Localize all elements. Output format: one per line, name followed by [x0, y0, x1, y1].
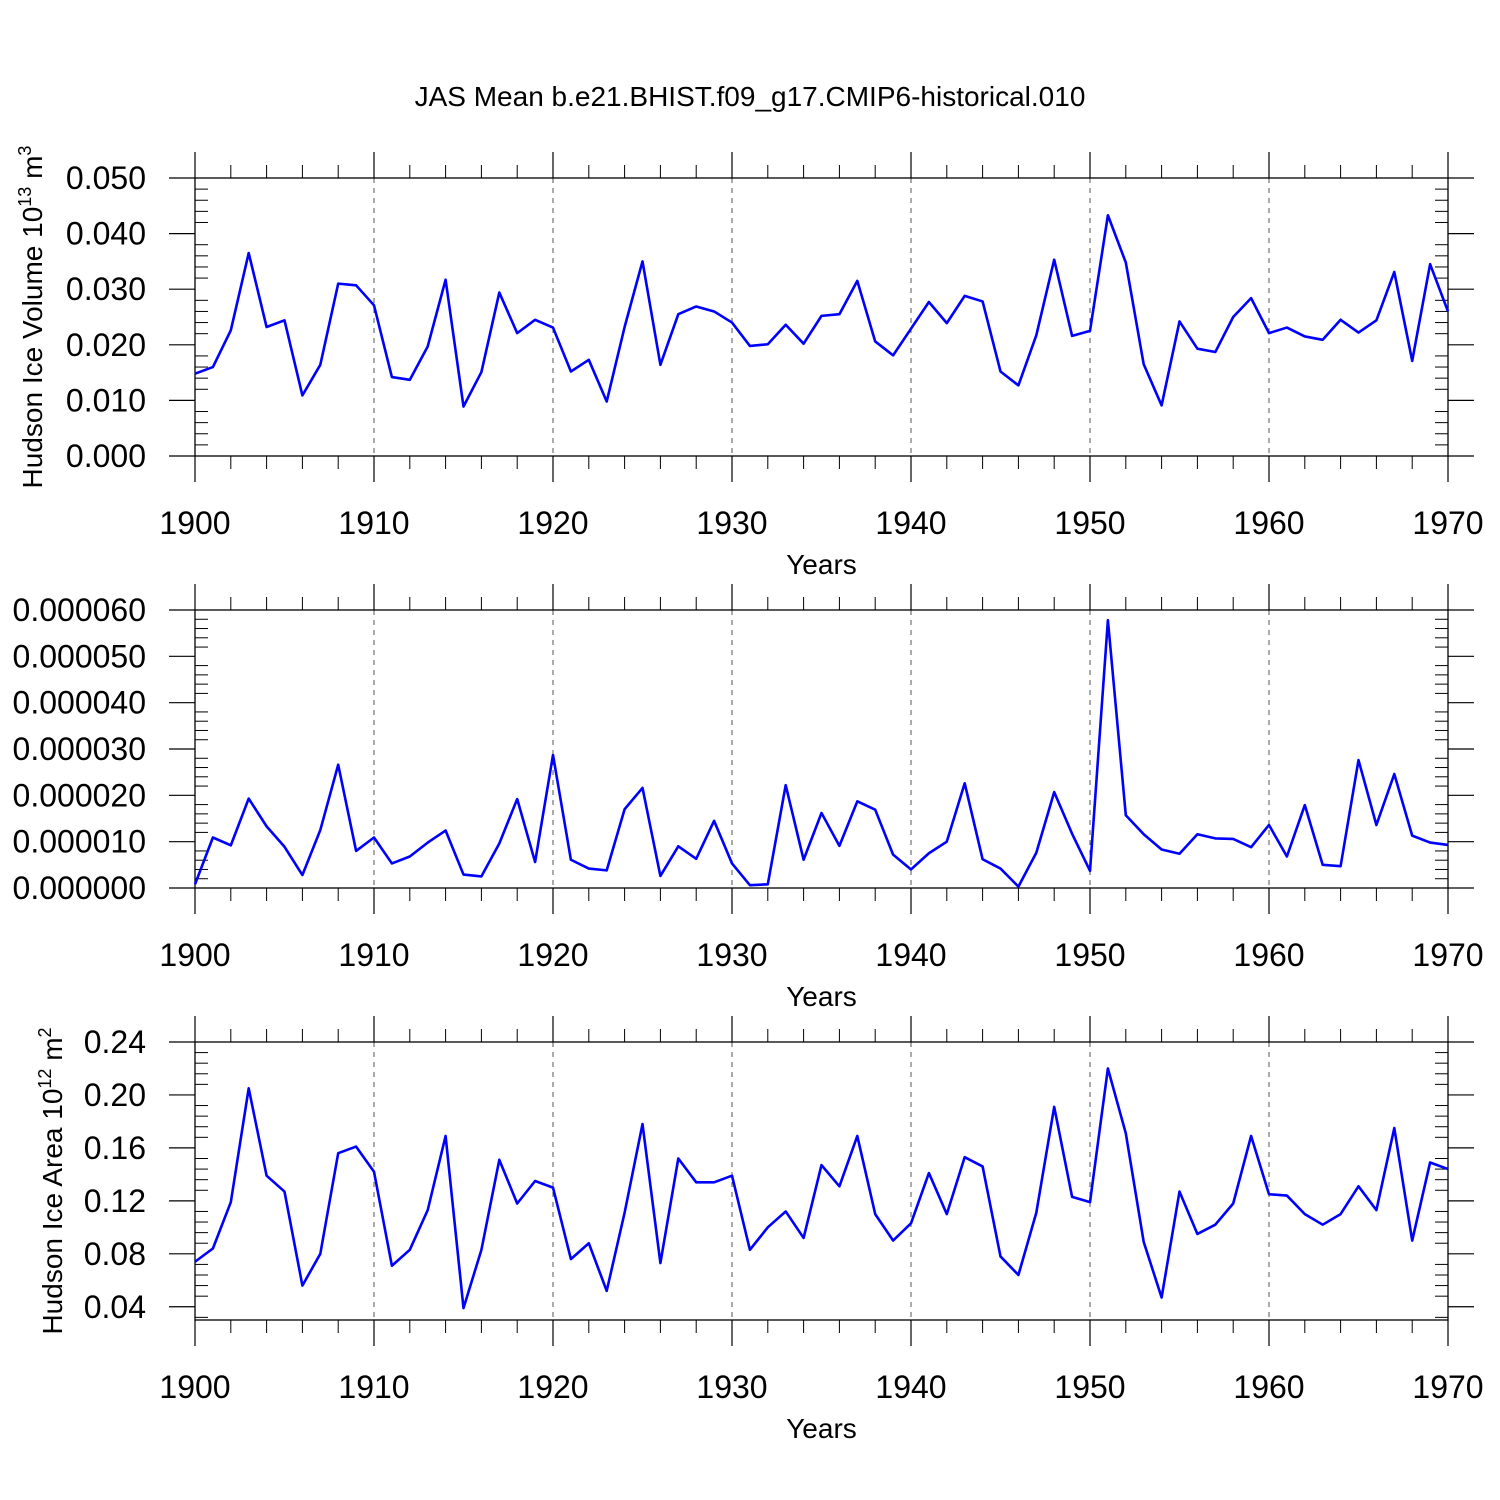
y-tick-label: 0.000050 [13, 638, 146, 674]
x-tick-label: 1960 [1233, 1369, 1304, 1405]
x-tick-label: 1950 [1054, 937, 1125, 973]
x-axis-label: Years [786, 1413, 857, 1444]
y-tick-label: 0.000020 [13, 777, 146, 813]
y-axis-label-part: 3 [15, 146, 35, 156]
x-axis-label: Years [786, 981, 857, 1012]
x-tick-label: 1900 [159, 505, 230, 541]
y-axis-label-part: Hudson Ice Volume 10 [17, 207, 48, 489]
y-axis-label-part: m [17, 156, 48, 187]
x-tick-label: 1920 [517, 505, 588, 541]
y-tick-label: 0.000040 [13, 685, 146, 721]
x-tick-label: 1930 [696, 1369, 767, 1405]
y-tick-label: 0.000000 [13, 870, 146, 906]
x-tick-label: 1900 [159, 1369, 230, 1405]
y-tick-label: 0.000030 [13, 731, 146, 767]
y-axis-label-part: 12 [35, 1069, 55, 1089]
x-tick-label: 1920 [517, 1369, 588, 1405]
x-tick-label: 1910 [338, 1369, 409, 1405]
x-tick-label: 1940 [875, 1369, 946, 1405]
y-tick-label: 0.020 [66, 327, 146, 363]
y-tick-label: 0.08 [84, 1236, 146, 1272]
x-tick-label: 1900 [159, 937, 230, 973]
chart-panel-1: 0.000 0.010 0.020 0.030 0.040 0.050 1900 1910 19… [15, 146, 1484, 580]
x-tick-label: 1910 [338, 937, 409, 973]
x-tick-label: 1960 [1233, 505, 1304, 541]
x-tick-label: 1970 [1412, 1369, 1483, 1405]
y-tick-label: 0.16 [84, 1130, 146, 1166]
plot-frame [194, 1041, 1449, 1321]
y-tick-label: 0.000060 [13, 592, 146, 628]
x-tick-label: 1920 [517, 937, 588, 973]
x-tick-label: 1940 [875, 505, 946, 541]
y-axis-label: Hudson Ice Area 1012 m2 [35, 1027, 68, 1334]
x-tick-label: 1940 [875, 937, 946, 973]
y-tick-label: 0.12 [84, 1183, 146, 1219]
y-axis-label: Hudson Ice Volume 1013 m3 [15, 146, 48, 489]
y-tick-label: 0.000010 [13, 824, 146, 860]
y-tick-label: 0.040 [66, 216, 146, 252]
y-tick-label: 0.20 [84, 1077, 146, 1113]
y-axis-label-part: m [37, 1037, 68, 1068]
x-tick-label: 1930 [696, 937, 767, 973]
x-tick-label: 1930 [696, 505, 767, 541]
x-tick-label: 1970 [1412, 937, 1483, 973]
y-axis-label-part: Hudson Ice Area 10 [37, 1089, 68, 1335]
plot-frame [194, 609, 1449, 889]
y-axis-label-part: 2 [35, 1027, 55, 1037]
y-tick-label: 0.050 [66, 160, 146, 196]
x-tick-label: 1910 [338, 505, 409, 541]
data-line [194, 1067, 1449, 1310]
x-tick-label: 1950 [1054, 1369, 1125, 1405]
x-tick-label: 1960 [1233, 937, 1304, 973]
chart-panel-3: 0.04 0.08 0.12 0.16 0.20 0.24 1900 1910 1920 1930… [35, 1016, 1484, 1444]
x-tick-label: 1950 [1054, 505, 1125, 541]
x-axis-label: Years [786, 549, 857, 580]
y-tick-label: 0.04 [84, 1289, 146, 1325]
chart-panel-2: 0.000000 0.000010 0.000020 0.000030 0.000040… [13, 584, 1484, 1012]
y-tick-label: 0.030 [66, 271, 146, 307]
x-tick-label: 1970 [1412, 505, 1483, 541]
y-tick-label: 0.000 [66, 438, 146, 474]
figure-title: JAS Mean b.e21.BHIST.f09_g17.CMIP6-histo… [415, 81, 1086, 112]
plot-frame [194, 177, 1449, 457]
y-axis-label-part: 13 [15, 187, 35, 207]
y-tick-label: 0.24 [84, 1024, 146, 1060]
data-line [193, 618, 1449, 888]
data-line [194, 213, 1450, 408]
y-tick-label: 0.010 [66, 382, 146, 418]
